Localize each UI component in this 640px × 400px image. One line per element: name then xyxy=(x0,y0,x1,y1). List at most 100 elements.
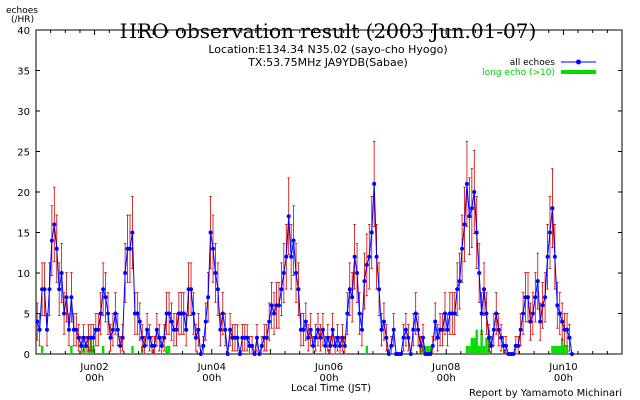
all-echoes-point xyxy=(135,311,140,316)
all-echoes-line xyxy=(36,183,573,355)
all-echoes-point xyxy=(377,287,382,292)
all-echoes-point xyxy=(474,230,479,235)
long-echo-bar xyxy=(563,345,566,354)
all-echoes-point xyxy=(555,303,560,308)
all-echoes-point xyxy=(340,335,345,340)
all-echoes-point xyxy=(367,254,372,259)
all-echoes-point xyxy=(504,343,509,348)
all-echoes-point xyxy=(106,311,111,316)
all-echoes-point xyxy=(306,335,311,340)
all-echoes-point xyxy=(286,214,291,219)
all-echoes-point xyxy=(399,352,404,356)
all-echoes-point xyxy=(235,335,240,340)
all-echoes-point xyxy=(272,311,277,316)
all-echoes-point xyxy=(565,327,570,332)
all-echoes-point xyxy=(174,327,179,332)
all-echoes-point xyxy=(472,190,477,194)
long-echo-bar xyxy=(475,329,478,354)
all-echoes-point xyxy=(301,327,306,332)
y-tick-label: 30 xyxy=(17,107,30,118)
long-echo-bar xyxy=(131,345,134,354)
all-echoes-point xyxy=(433,319,438,324)
all-echoes-point xyxy=(110,327,115,332)
all-echoes-point xyxy=(460,246,465,251)
long-echo-bar xyxy=(482,345,486,354)
all-echoes-point xyxy=(294,271,299,275)
y-axis-label-line1: echoes xyxy=(6,6,38,16)
all-echoes-point xyxy=(142,343,147,348)
all-echoes-point xyxy=(323,343,328,348)
long-echo-bar xyxy=(551,345,554,354)
all-echoes-point xyxy=(189,287,194,292)
all-echoes-point xyxy=(330,327,335,332)
x-tick-label-hour: 00h xyxy=(437,373,456,384)
y-tick-label: 5 xyxy=(24,310,30,321)
all-echoes-point xyxy=(489,343,494,348)
all-echoes-point xyxy=(357,311,362,316)
all-echoes-point xyxy=(359,327,364,332)
x-tick-label-hour: 00h xyxy=(554,373,573,384)
all-echoes-point xyxy=(455,287,460,292)
all-echoes-point xyxy=(374,254,379,259)
tick-labels: 0510152025303540Jun0200hJun0400hJun0600h… xyxy=(17,26,577,384)
long-echo-bar xyxy=(365,345,369,354)
all-echoes-point xyxy=(76,335,81,340)
all-echoes-point xyxy=(35,319,40,324)
all-echoes-point xyxy=(193,335,198,340)
all-echoes-point xyxy=(408,352,413,356)
all-echoes-point xyxy=(482,287,487,292)
y-tick-label: 25 xyxy=(17,148,30,159)
all-echoes-point xyxy=(440,327,445,332)
long-echo-bar xyxy=(101,345,105,354)
all-echoes-point xyxy=(147,335,152,340)
all-echoes-point xyxy=(120,335,125,340)
all-echoes-point xyxy=(525,295,530,300)
long-echo-bar xyxy=(560,337,564,354)
all-echoes-point xyxy=(267,319,272,324)
long-echo-bar xyxy=(167,345,171,354)
all-echoes-point xyxy=(342,343,347,348)
all-echoes-point xyxy=(350,295,355,300)
all-echoes-point xyxy=(462,222,467,227)
all-echoes-point xyxy=(484,311,489,316)
all-echoes-point xyxy=(403,327,408,332)
all-echoes-point xyxy=(49,238,54,243)
all-echoes-point xyxy=(328,343,333,348)
all-echoes-point xyxy=(372,181,377,186)
all-echoes-point xyxy=(337,343,342,348)
x-tick-label-hour: 00h xyxy=(85,373,104,384)
legend-label-all-echoes: all echoes xyxy=(510,58,556,68)
all-echoes-point xyxy=(477,271,482,275)
all-echoes-point xyxy=(496,327,501,332)
all-echoes-point xyxy=(318,335,323,340)
all-echoes-point xyxy=(381,319,386,324)
all-echoes-point xyxy=(389,343,394,348)
all-echoes-point xyxy=(201,343,206,348)
all-echoes-point xyxy=(560,319,565,324)
all-echoes-point xyxy=(442,311,447,316)
all-echoes-series xyxy=(35,181,574,356)
all-echoes-point xyxy=(167,311,172,316)
all-echoes-point xyxy=(538,319,543,324)
all-echoes-point xyxy=(289,254,294,259)
long-echo-bar xyxy=(429,345,432,354)
long-echo-bar xyxy=(558,345,561,354)
all-echoes-point xyxy=(352,254,357,259)
legend-marker-all-echoes xyxy=(576,59,581,65)
long-echo-bar xyxy=(465,345,469,354)
all-echoes-point xyxy=(428,352,433,356)
all-echoes-point xyxy=(416,327,421,332)
long-echo-bar xyxy=(480,329,483,354)
all-echoes-point xyxy=(552,254,557,259)
x-tick-label-hour: 00h xyxy=(319,373,338,384)
all-echoes-point xyxy=(499,335,504,340)
all-echoes-point xyxy=(355,271,360,275)
all-echoes-point xyxy=(386,352,391,356)
all-echoes-point xyxy=(486,335,491,340)
all-echoes-point xyxy=(518,327,523,332)
all-echoes-point xyxy=(413,311,418,316)
all-echoes-point xyxy=(276,303,281,308)
all-echoes-point xyxy=(113,311,118,316)
all-echoes-point xyxy=(101,287,106,292)
all-echoes-point xyxy=(137,319,142,324)
